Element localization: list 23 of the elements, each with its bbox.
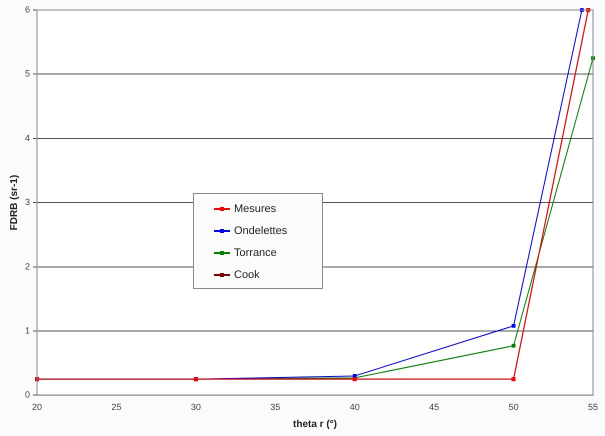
x-tick-label: 45 — [429, 402, 440, 412]
x-tick-label: 20 — [32, 402, 42, 412]
y-axis-title: FDRB (sr-1) — [8, 174, 20, 230]
legend-label: Cook — [234, 269, 260, 281]
y-tick-label: 0 — [24, 390, 30, 400]
y-tick-label: 5 — [24, 68, 30, 79]
y-tick-label: 2 — [24, 261, 30, 272]
x-axis-title: theta r (°) — [293, 418, 338, 430]
x-tick-label: 50 — [508, 402, 519, 412]
x-tick-label: 25 — [111, 402, 122, 412]
y-tick-label: 6 — [24, 4, 30, 14]
legend-label: Mesures — [234, 203, 276, 215]
x-tick-label: 35 — [270, 402, 280, 412]
legend-label: Torrance — [234, 247, 277, 259]
y-tick-label: 3 — [24, 197, 30, 208]
x-tick-label: 55 — [588, 402, 598, 412]
x-tick-label: 40 — [350, 402, 360, 412]
legend-label: Ondelettes — [234, 225, 288, 237]
y-tick-label: 1 — [24, 325, 30, 336]
y-tick-label: 4 — [24, 132, 30, 143]
point — [512, 324, 516, 328]
x-tick-label: 30 — [190, 402, 201, 412]
point — [512, 344, 516, 348]
